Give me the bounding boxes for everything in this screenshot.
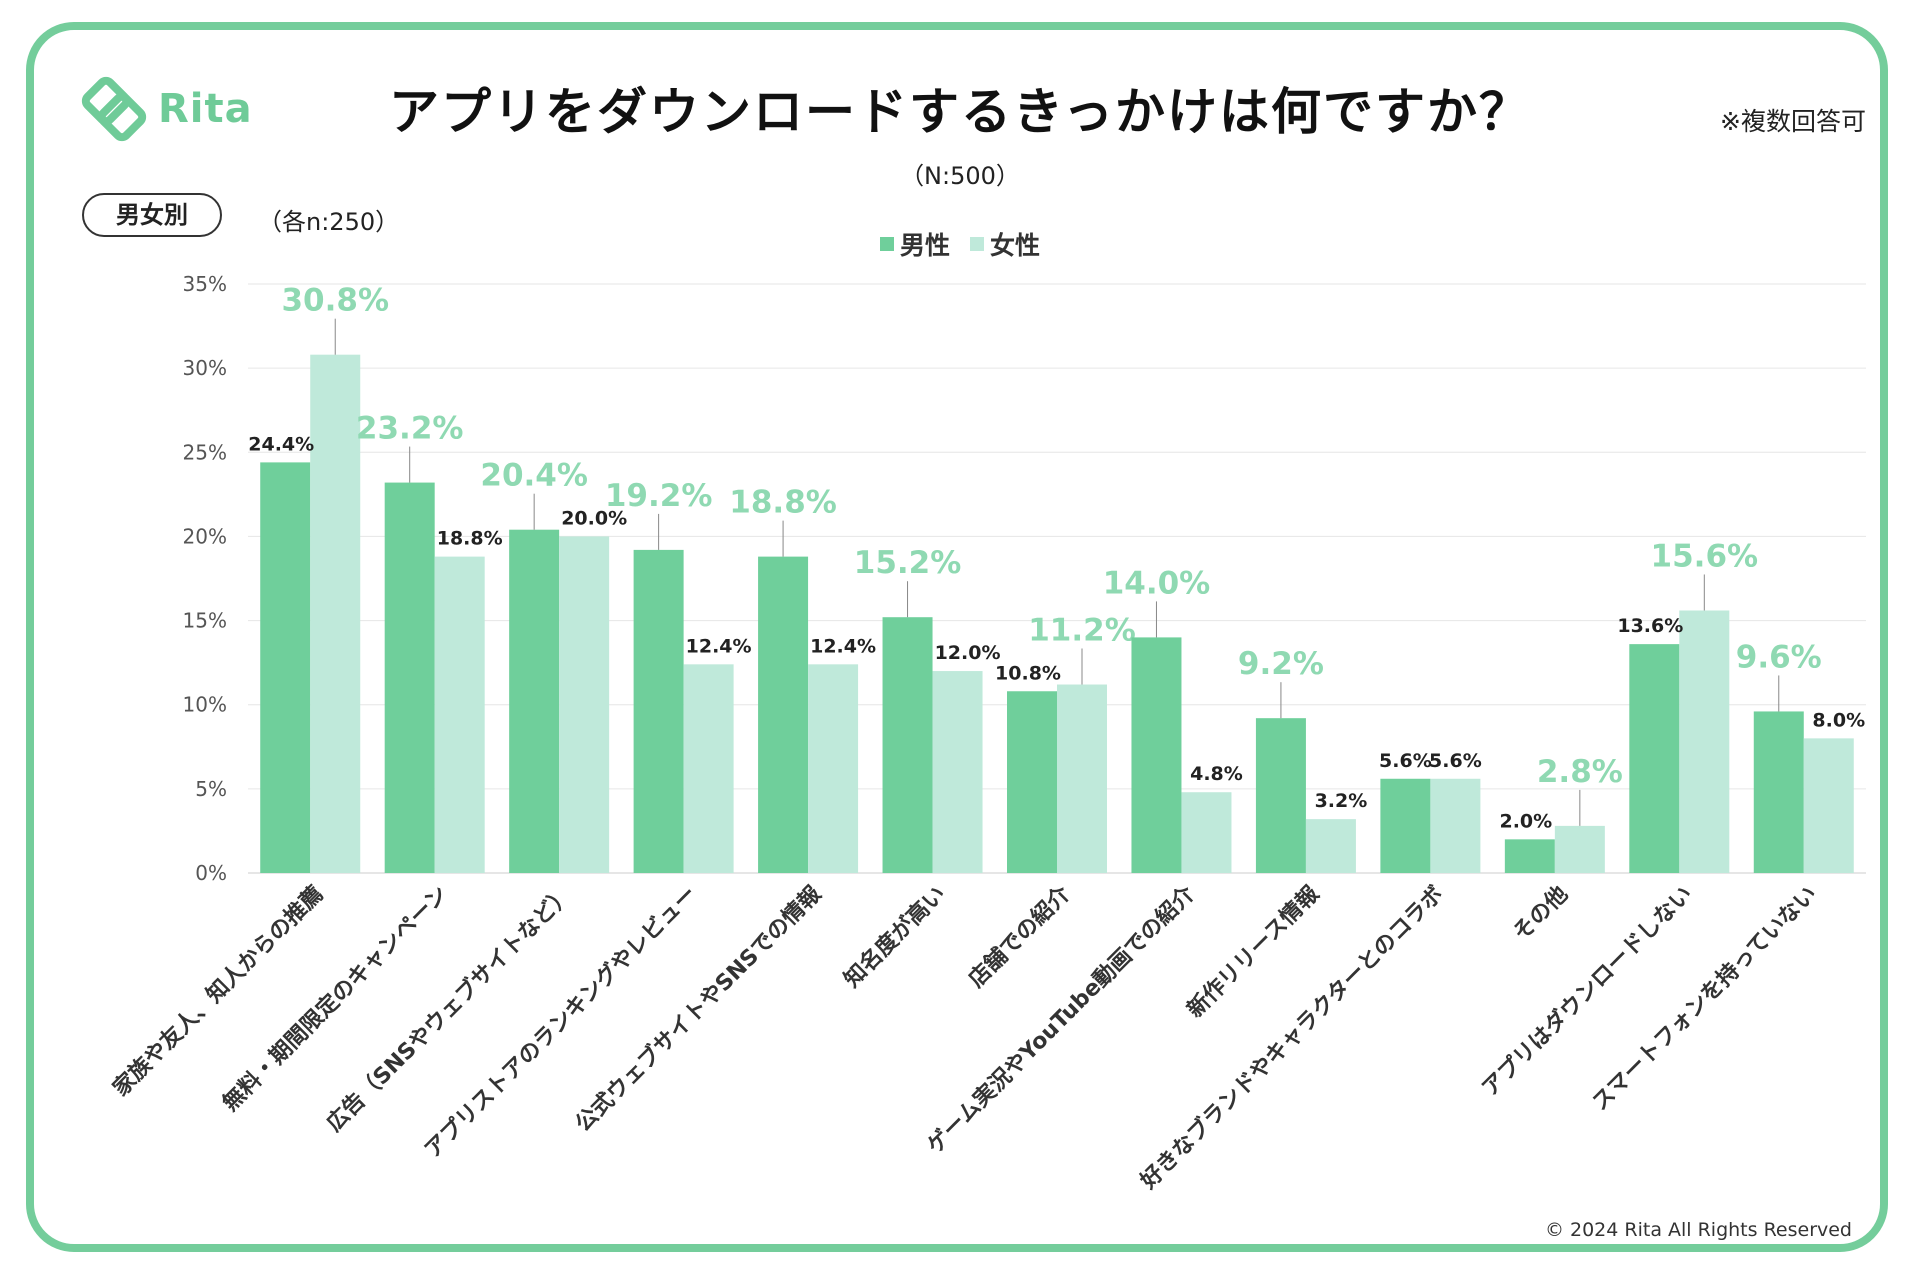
data-label-male: 23.2%	[356, 411, 464, 447]
y-tick-label: 5%	[195, 777, 227, 801]
x-category-label: 店舗での紹介	[964, 880, 1076, 992]
data-label-male: 19.2%	[605, 478, 713, 514]
data-label-male: 13.6%	[1617, 615, 1683, 637]
bar-male	[1131, 637, 1182, 873]
brand-logo: Rita	[80, 74, 253, 144]
bar-female	[1430, 778, 1481, 873]
bar-male	[758, 556, 809, 873]
data-label-male: 20.4%	[480, 458, 588, 494]
data-label-female: 20.0%	[561, 507, 627, 529]
bar-female	[932, 671, 983, 873]
data-label-female: 4.8%	[1190, 763, 1243, 785]
bar-female	[1554, 825, 1605, 873]
bar-male	[1255, 718, 1306, 873]
data-label-male: 10.8%	[995, 662, 1061, 684]
page-title: アプリをダウンロードするきっかけは何ですか？	[389, 83, 1531, 141]
legend-item-male: 男性	[879, 226, 950, 262]
x-category-label: 家族や友人、知人からの推薦	[108, 881, 329, 1102]
data-label-male: 5.6%	[1379, 750, 1432, 772]
bar-male	[633, 549, 684, 873]
x-category-label: ゲーム実況やYouTube動画での紹介	[922, 880, 1201, 1159]
legend-item-female: 女性	[970, 226, 1040, 262]
y-tick-label: 15%	[183, 609, 227, 633]
bar-male	[882, 617, 933, 873]
bar-male	[1007, 691, 1057, 873]
bar-male	[384, 482, 435, 873]
bar-male	[1380, 778, 1431, 873]
segment-badge: 男女別	[82, 193, 222, 237]
data-label-female: 8.0%	[1812, 709, 1865, 731]
bar-female	[1803, 738, 1854, 873]
legend-label-male: 男性	[899, 231, 950, 260]
x-category-label: アプリはダウンロードしない	[1477, 881, 1698, 1102]
bar-female	[1181, 792, 1232, 873]
data-label-male: 2.0%	[1499, 810, 1552, 832]
data-label-female: 18.8%	[437, 528, 503, 550]
x-category-label: その他	[1509, 882, 1573, 946]
y-tick-label: 0%	[195, 861, 227, 885]
data-label-female: 30.8%	[281, 283, 389, 319]
x-category-label: スマートフォンを持っていない	[1588, 882, 1822, 1116]
bar-female	[434, 556, 485, 873]
legend-swatch-female	[970, 237, 984, 251]
bar-female	[559, 536, 610, 873]
data-label-female: 12.4%	[686, 635, 752, 657]
y-tick-label: 30%	[183, 356, 227, 380]
data-label-female: 3.2%	[1315, 790, 1368, 812]
data-label-male: 18.8%	[729, 485, 837, 521]
segment-sample-size: （各n:250）	[258, 208, 400, 236]
data-label-female: 15.6%	[1651, 538, 1759, 574]
bar-male	[260, 462, 311, 873]
bar-female	[808, 664, 859, 873]
data-label-male: 14.0%	[1103, 565, 1211, 601]
x-category-label: 新作リリース情報	[1182, 880, 1325, 1023]
data-label-male: 24.4%	[248, 433, 314, 455]
y-tick-label: 10%	[183, 693, 227, 717]
y-tick-label: 35%	[183, 272, 227, 296]
rita-logo-icon	[81, 76, 147, 142]
bar-female	[1057, 684, 1107, 873]
bar-male	[1753, 711, 1804, 873]
x-category-label: 広告（SNSやウェブサイトなど）	[321, 881, 577, 1137]
copyright: © 2024 Rita All Rights Reserved	[1544, 1219, 1852, 1241]
data-label-female: 2.8%	[1537, 754, 1623, 790]
y-tick-label: 20%	[183, 524, 227, 548]
bar-male	[1629, 644, 1680, 873]
bar-male	[1504, 839, 1555, 873]
legend-label-female: 女性	[990, 231, 1041, 260]
chart-legend: 男性 女性	[0, 226, 1920, 262]
data-label-female: 12.4%	[810, 635, 876, 657]
x-category-label: 知名度が高い	[839, 881, 951, 993]
data-label-female: 11.2%	[1028, 613, 1136, 649]
sample-size: （N:500）	[900, 162, 1020, 190]
bar-male	[509, 529, 560, 873]
bar-female	[310, 354, 361, 873]
data-label-male: 9.6%	[1736, 639, 1822, 675]
x-category-label: アプリストアのランキングやレビュー	[419, 881, 701, 1163]
data-label-male: 9.2%	[1238, 646, 1324, 682]
bar-female	[1305, 819, 1356, 873]
x-category-label: 公式ウェブサイトやSNSでの情報	[570, 880, 827, 1137]
multiple-answer-note: ※複数回答可	[1720, 107, 1866, 136]
data-label-female: 12.0%	[935, 642, 1001, 664]
data-label-female: 5.6%	[1429, 750, 1482, 772]
brand-name: Rita	[158, 86, 253, 132]
data-label-male: 15.2%	[854, 545, 962, 581]
y-tick-label: 25%	[183, 440, 227, 464]
bar-female	[1679, 610, 1730, 873]
legend-swatch-male	[879, 237, 894, 251]
x-category-label: 無料・期間限定のキャンペーン	[218, 881, 453, 1116]
bar-female	[683, 664, 734, 873]
